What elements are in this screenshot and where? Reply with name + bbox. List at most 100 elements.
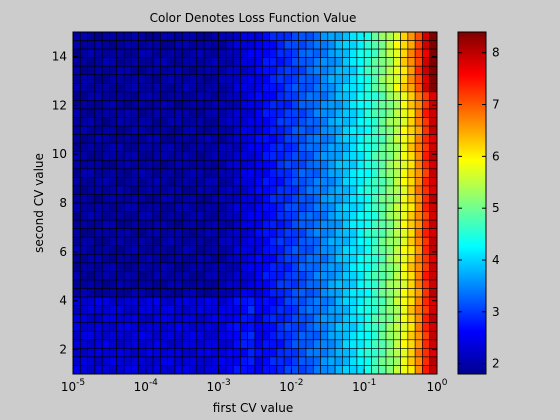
heatmap-cell [363,185,372,195]
heatmap-cell [349,313,358,323]
heatmap-cell [356,356,365,366]
heatmap-cell [72,322,81,332]
heatmap-cell [72,117,81,127]
heatmap-cell [312,48,321,58]
heatmap-cell [123,117,132,127]
heatmap-cell [320,236,329,247]
heatmap-cell [152,313,161,323]
heatmap-cell [400,262,409,272]
heatmap-cell [422,356,431,366]
heatmap-cell [312,339,321,349]
heatmap-cell [334,202,343,212]
heatmap-cell [320,339,329,349]
heatmap-cell [327,108,336,118]
heatmap-cell [174,57,183,67]
heatmap-cell [101,65,110,76]
heatmap-cell [414,211,423,221]
heatmap-cell [247,219,256,229]
heatmap-cell [283,91,292,101]
heatmap-cell [298,108,307,118]
heatmap-cell [174,305,183,315]
heatmap-cell [298,74,307,84]
heatmap-cell [385,117,394,127]
heatmap-cell [349,125,358,135]
heatmap-cell [363,322,372,332]
heatmap-cell [138,322,147,332]
heatmap-cell [152,31,161,41]
heatmap-cell [174,228,183,238]
heatmap-cell [283,117,292,127]
heatmap-cell [189,330,198,341]
heatmap-cell [87,339,96,349]
heatmap-cell [422,313,431,323]
heatmap-cell [356,57,365,67]
heatmap-cell [261,305,270,315]
heatmap-cell [320,330,329,341]
heatmap-cell [109,339,117,349]
heatmap-cell [276,245,285,255]
heatmap-cell [414,245,423,255]
heatmap-cell [94,288,103,298]
heatmap-cell [232,168,241,178]
heatmap-cell [232,57,241,67]
heatmap-cell [283,365,292,375]
heatmap-cell [79,151,88,161]
heatmap-cell [298,134,307,144]
heatmap-cell [130,159,139,170]
heatmap-cell [407,194,416,204]
heatmap-cell [247,228,256,238]
heatmap-cell [363,211,372,221]
heatmap-cell [145,91,154,101]
heatmap-cell [342,305,350,315]
heatmap-cell [247,125,256,135]
heatmap-cell [130,228,139,238]
heatmap-cell [247,185,256,195]
heatmap-cell [167,194,176,204]
heatmap-cell [218,48,227,58]
heatmap-cell [174,211,183,221]
heatmap-cell [349,134,358,144]
heatmap-cell [123,185,132,195]
heatmap-cell [130,151,139,161]
heatmap-cell [203,57,212,67]
heatmap-cell [145,65,154,76]
heatmap-cell [101,211,110,221]
heatmap-cell [378,236,387,247]
heatmap-cell [378,91,387,101]
heatmap-cell [247,57,256,67]
heatmap-cell [181,185,190,195]
heatmap-cell [356,40,365,50]
heatmap-cell [145,48,154,58]
x-tick-label: 10-3 [206,378,230,394]
heatmap-cell [218,228,227,238]
heatmap-cell [218,202,227,212]
heatmap-cell [167,48,176,58]
heatmap-cell [312,134,321,144]
heatmap-cell [218,177,227,187]
heatmap-cell [312,330,321,341]
heatmap-cell [269,194,278,204]
heatmap-cell [429,83,438,93]
heatmap-cell [138,168,147,178]
heatmap-cell [101,194,110,204]
heatmap-cell [211,254,219,264]
heatmap-cell [72,279,81,289]
heatmap-cell [327,228,336,238]
heatmap-cell [196,185,205,195]
heatmap-cell [429,142,438,152]
heatmap-cell [174,339,183,349]
heatmap-cell [181,168,190,178]
heatmap-cell [189,159,198,170]
heatmap-cell [196,245,205,255]
heatmap-cell [400,108,409,118]
heatmap-cell [349,117,358,127]
heatmap-cell [422,65,431,76]
heatmap-cell [167,271,176,281]
heatmap-cell [72,313,81,323]
heatmap-cell [72,159,81,170]
heatmap-cell [72,108,81,118]
heatmap-cell [356,228,365,238]
heatmap-cell [269,40,278,50]
heatmap-cell [203,271,212,281]
heatmap-cell [94,356,103,366]
